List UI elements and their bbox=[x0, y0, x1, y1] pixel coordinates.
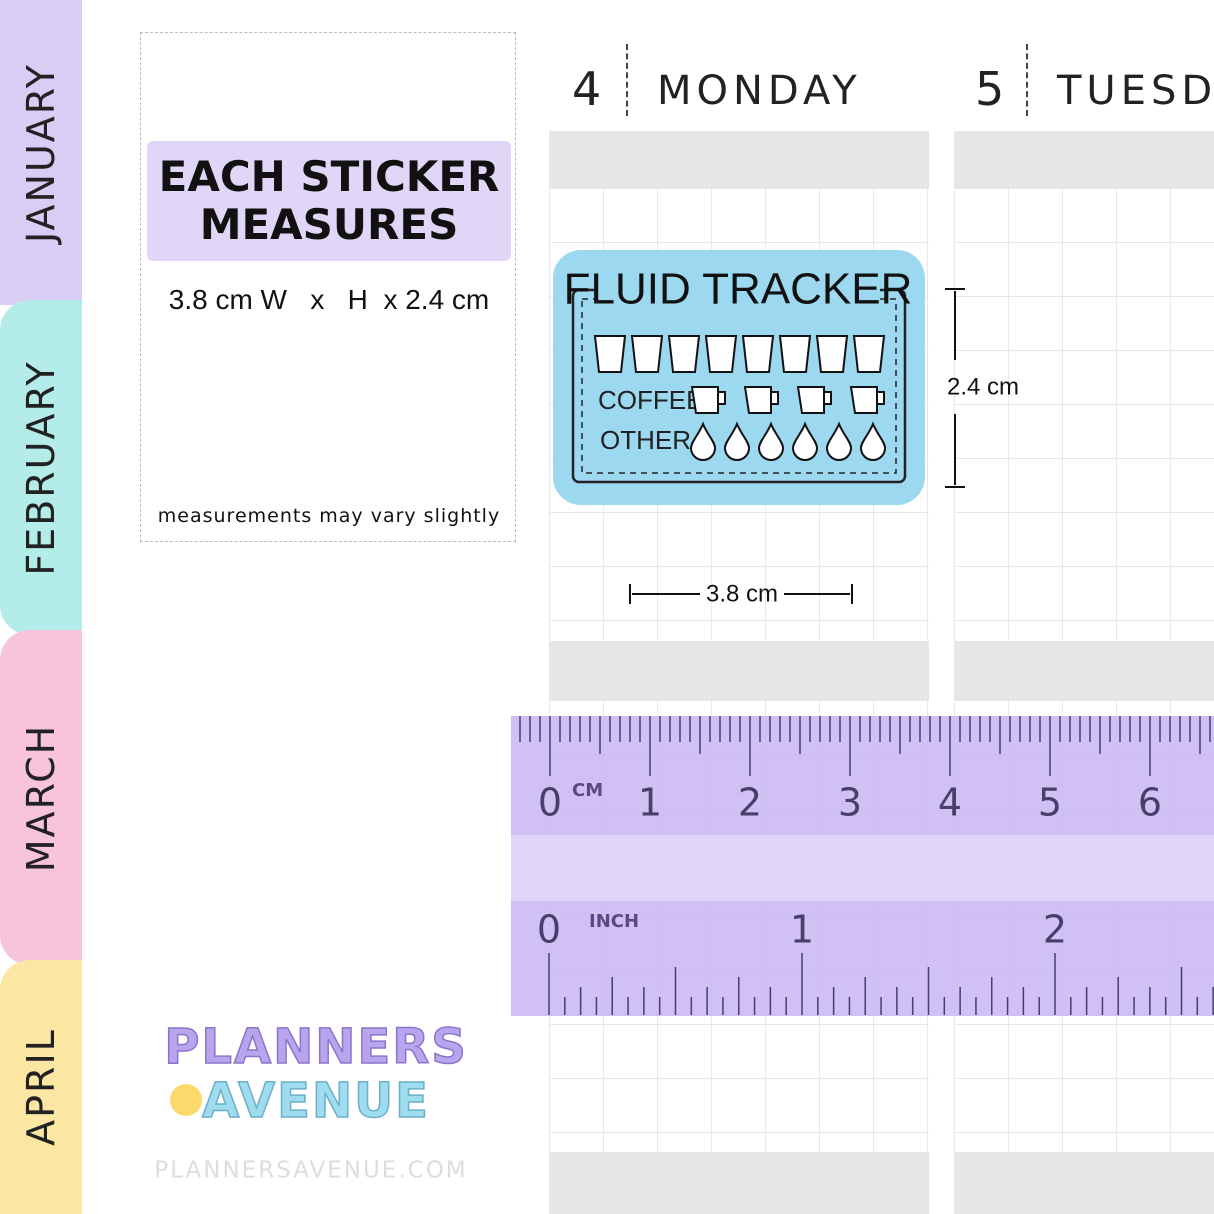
sticker-title: FLUID TRACKER bbox=[564, 265, 913, 314]
tab[interactable]: FEBRUARY bbox=[0, 300, 82, 635]
day-name: TUESD bbox=[1057, 68, 1214, 114]
logo-line: PLANNERS bbox=[164, 1019, 468, 1075]
dimension-label: 3.8 cm bbox=[706, 580, 778, 607]
info-title: EACH STICKER MEASURES bbox=[147, 141, 511, 261]
ruler-label: 4 bbox=[938, 781, 962, 825]
drop-icon bbox=[689, 421, 717, 461]
ruler-label: 2 bbox=[738, 781, 762, 825]
info-box bbox=[140, 32, 516, 542]
cup-icon bbox=[741, 335, 775, 373]
ruler-unit: INCH bbox=[589, 911, 639, 932]
day-number: 4 bbox=[572, 62, 602, 116]
mug-icon bbox=[743, 386, 779, 414]
divider bbox=[626, 44, 628, 116]
drop-icon bbox=[825, 421, 853, 461]
tab[interactable]: JANUARY bbox=[0, 0, 82, 305]
info-title-line: EACH STICKER bbox=[158, 152, 500, 201]
mug-icon bbox=[690, 386, 726, 414]
ruler-label: 1 bbox=[790, 908, 814, 952]
ruler-unit: CM bbox=[572, 780, 603, 801]
day-number: 5 bbox=[975, 62, 1005, 116]
dimension-label: 2.4 cm bbox=[947, 373, 1019, 400]
cup-icon bbox=[704, 335, 738, 373]
drop-icon bbox=[723, 421, 751, 461]
ruler-label: 0 bbox=[538, 781, 562, 825]
cup-icon bbox=[852, 335, 886, 373]
ruler-label: 1 bbox=[638, 781, 662, 825]
mug-icon bbox=[849, 386, 885, 414]
sticker-row-label: COFFEE bbox=[598, 385, 703, 415]
ruler-label: 3 bbox=[838, 781, 862, 825]
drop-icon bbox=[791, 421, 819, 461]
website: PLANNERSAVENUE.COM bbox=[154, 1158, 467, 1184]
info-note: measurements may vary slightly bbox=[157, 505, 501, 527]
ruler-label: 0 bbox=[537, 908, 561, 952]
height-dimension bbox=[945, 288, 965, 488]
width-dimension bbox=[629, 584, 853, 604]
info-title-line: MEASURES bbox=[199, 200, 459, 249]
tab[interactable]: MARCH bbox=[0, 630, 82, 965]
ruler-band bbox=[511, 835, 1214, 901]
ruler-label: 6 bbox=[1138, 781, 1162, 825]
cup-icon bbox=[815, 335, 849, 373]
sticker-title-bg bbox=[595, 270, 880, 312]
logo-sun bbox=[170, 1084, 202, 1116]
drop-icon bbox=[859, 421, 887, 461]
info-size: 3.8 cm W x H x 2.4 cm bbox=[168, 284, 490, 315]
ruler-label: 5 bbox=[1038, 781, 1062, 825]
mug-icon bbox=[796, 386, 832, 414]
logo-line: AVENUE bbox=[202, 1073, 430, 1129]
cup-icon bbox=[667, 335, 701, 373]
day-name: MONDAY bbox=[657, 68, 862, 114]
drop-icon bbox=[757, 421, 785, 461]
divider bbox=[1026, 44, 1028, 116]
cup-icon bbox=[630, 335, 664, 373]
grid bbox=[954, 188, 1214, 641]
ruler-label: 2 bbox=[1043, 908, 1067, 952]
sticker-row-label: OTHER bbox=[600, 425, 691, 455]
cup-icon bbox=[593, 335, 627, 373]
tab[interactable]: APRIL bbox=[0, 960, 82, 1214]
cup-icon bbox=[778, 335, 812, 373]
